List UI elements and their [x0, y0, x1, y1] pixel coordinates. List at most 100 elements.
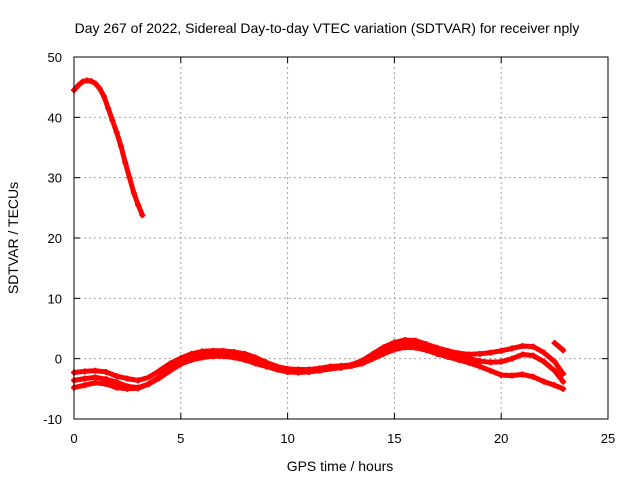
- data-point: [177, 361, 184, 368]
- data-point: [487, 367, 494, 374]
- data-point: [316, 367, 323, 374]
- data-point: [92, 80, 99, 87]
- data-point: [560, 378, 567, 385]
- y-tick-label: 50: [48, 50, 62, 65]
- data-point: [188, 356, 195, 363]
- data-point: [476, 363, 483, 370]
- data-point: [124, 375, 131, 382]
- data-point: [113, 373, 120, 380]
- data-point: [263, 363, 270, 370]
- data-point: [327, 365, 334, 372]
- data-point: [519, 342, 526, 349]
- data-point: [122, 159, 129, 166]
- data-point: [540, 378, 547, 385]
- data-point: [498, 358, 505, 365]
- data-point: [530, 343, 537, 350]
- data-point: [560, 347, 567, 354]
- data-point: [380, 350, 387, 357]
- data-point: [551, 367, 558, 374]
- data-layer: [71, 77, 567, 392]
- data-point: [124, 385, 131, 392]
- data-point: [359, 360, 366, 367]
- data-point: [508, 345, 515, 352]
- data-point: [109, 117, 116, 124]
- data-point: [135, 385, 142, 392]
- data-point: [391, 346, 398, 353]
- data-point: [434, 350, 441, 357]
- data-point: [508, 372, 515, 379]
- data-point: [135, 201, 142, 208]
- data-point: [370, 355, 377, 362]
- data-point: [487, 359, 494, 366]
- data-point: [145, 374, 152, 381]
- data-point: [113, 379, 120, 386]
- data-point: [338, 364, 344, 371]
- data-point: [476, 350, 483, 357]
- data-point: [519, 371, 526, 378]
- data-point: [88, 78, 95, 85]
- data-point: [530, 352, 537, 359]
- x-tick-label: 0: [70, 431, 77, 446]
- y-tick-label: 40: [48, 110, 62, 125]
- data-point: [81, 368, 88, 375]
- data-point: [75, 82, 82, 89]
- x-tick-label: 20: [494, 431, 508, 446]
- data-point: [252, 360, 259, 367]
- data-point: [135, 377, 142, 384]
- y-axis-label: SDTVAR / TECUs: [5, 182, 21, 294]
- data-point: [551, 358, 558, 365]
- data-point: [81, 382, 88, 389]
- data-point: [156, 367, 163, 374]
- data-point: [126, 174, 133, 181]
- data-point: [100, 93, 107, 100]
- x-tick-label: 10: [280, 431, 294, 446]
- data-point: [444, 353, 451, 360]
- chart-title: Day 267 of 2022, Sidereal Day-to-day VTE…: [75, 20, 580, 36]
- data-point: [139, 212, 146, 219]
- y-tick-label: -10: [43, 412, 62, 427]
- data-point: [199, 354, 206, 361]
- data-point: [540, 349, 547, 356]
- y-tick-label: 0: [55, 352, 62, 367]
- data-point: [273, 366, 280, 373]
- data-point: [560, 385, 567, 392]
- data-point: [560, 370, 567, 377]
- data-point: [103, 381, 110, 388]
- data-point: [231, 354, 238, 361]
- data-point: [555, 343, 562, 350]
- data-point: [92, 367, 99, 374]
- x-axis-label: GPS time / hours: [287, 458, 394, 474]
- data-point: [487, 349, 494, 356]
- data-point: [540, 358, 547, 365]
- data-point: [105, 105, 112, 112]
- data-point: [530, 373, 537, 380]
- x-tick-label: 25: [601, 431, 615, 446]
- data-point: [113, 129, 120, 136]
- data-point: [81, 375, 88, 382]
- data-point: [498, 371, 505, 378]
- data-point: [402, 344, 409, 351]
- data-point: [130, 189, 137, 196]
- data-point: [295, 369, 302, 376]
- data-point: [96, 85, 103, 92]
- data-point: [241, 356, 248, 363]
- data-point: [103, 368, 110, 375]
- data-point: [167, 367, 174, 374]
- data-point: [508, 355, 515, 362]
- data-point: [348, 362, 355, 369]
- data-point: [498, 347, 505, 354]
- data-point: [455, 356, 462, 363]
- data-point: [551, 382, 558, 389]
- data-point: [79, 78, 86, 85]
- data-point: [113, 384, 120, 391]
- data-point: [476, 358, 483, 365]
- y-tick-label: 20: [48, 231, 62, 246]
- data-point: [466, 359, 473, 366]
- x-tick-label: 5: [177, 431, 184, 446]
- data-point: [92, 374, 99, 381]
- ticks: 0 5 10 15 20 25 -10 0 10 20 30 40 50: [43, 50, 615, 446]
- data-point: [284, 368, 291, 375]
- data-point: [412, 344, 419, 351]
